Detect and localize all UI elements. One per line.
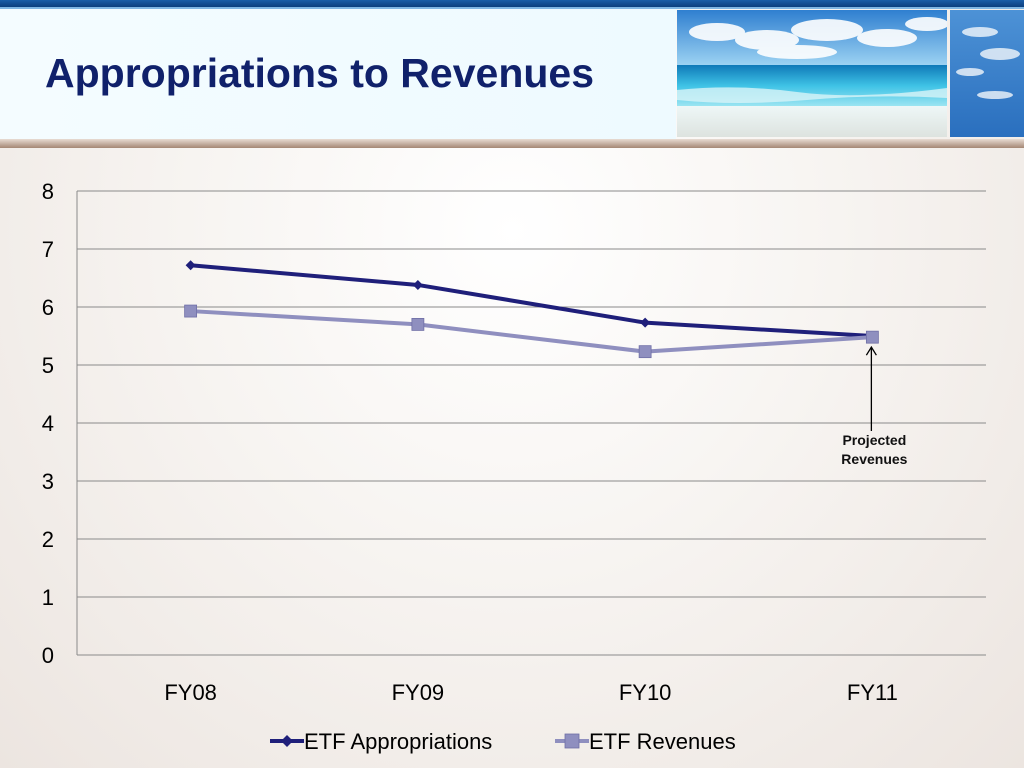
top-accent-line xyxy=(0,7,1024,9)
y-tick-label: 8 xyxy=(42,179,54,204)
sky-photo xyxy=(950,10,1024,137)
legend-item: ETF Appropriations xyxy=(270,729,492,754)
header-band xyxy=(0,9,676,139)
beach-photo-art xyxy=(677,10,947,137)
legend-swatch-marker xyxy=(564,733,580,749)
sky-photo-art xyxy=(950,10,1024,137)
series-lines xyxy=(184,260,879,359)
chart-legend: ETF Appropriations ETF Revenues xyxy=(270,729,736,754)
header-divider xyxy=(0,139,1024,148)
series-line-etf-revenues xyxy=(190,309,873,354)
gridlines xyxy=(76,190,986,656)
beach-photo xyxy=(677,10,947,137)
data-point-etf-revenues xyxy=(638,345,652,359)
legend-label: ETF Appropriations xyxy=(304,729,492,754)
y-axis-tick-labels: 0 1 2 3 4 5 6 7 8 xyxy=(42,179,54,668)
x-tick-label: FY10 xyxy=(619,680,672,705)
projected-revenues-annotation: Projected Revenues xyxy=(841,345,908,467)
annotation-arrow-head xyxy=(865,345,877,356)
y-tick-label: 1 xyxy=(42,585,54,610)
series-line-etf-appropriations xyxy=(190,263,873,338)
data-point-etf-appropriations xyxy=(412,279,423,290)
y-tick-label: 3 xyxy=(42,469,54,494)
x-tick-label: FY09 xyxy=(392,680,445,705)
y-tick-label: 7 xyxy=(42,237,54,262)
annotation-label-line: Revenues xyxy=(841,451,907,467)
series-etf-revenues xyxy=(184,304,879,359)
y-tick-label: 0 xyxy=(42,643,54,668)
y-tick-label: 2 xyxy=(42,527,54,552)
legend-swatch-marker xyxy=(281,735,293,747)
x-tick-label: FY11 xyxy=(847,680,898,705)
y-tick-label: 5 xyxy=(42,353,54,378)
x-tick-label: FY08 xyxy=(164,680,217,705)
y-tick-label: 4 xyxy=(42,411,54,436)
legend-item: ETF Revenues xyxy=(555,729,736,754)
top-accent-bar xyxy=(0,0,1024,7)
x-axis-tick-labels: FY08 FY09 FY10 FY11 xyxy=(164,680,898,705)
data-point-etf-revenues xyxy=(184,304,198,318)
annotation-label-line: Projected xyxy=(842,432,906,448)
series-etf-appropriations xyxy=(185,260,878,341)
data-point-etf-appropriations xyxy=(640,317,651,328)
data-point-etf-revenues xyxy=(411,317,425,331)
data-point-etf-appropriations xyxy=(185,260,196,271)
data-point-etf-revenues xyxy=(865,330,879,344)
y-tick-label: 6 xyxy=(42,295,54,320)
slide-title: Appropriations to Revenues xyxy=(45,50,595,96)
legend-label: ETF Revenues xyxy=(589,729,736,754)
line-chart: 0 1 2 3 4 5 6 7 8 FY08 FY09 FY10 FY11 Projected Reve… xyxy=(42,179,986,754)
